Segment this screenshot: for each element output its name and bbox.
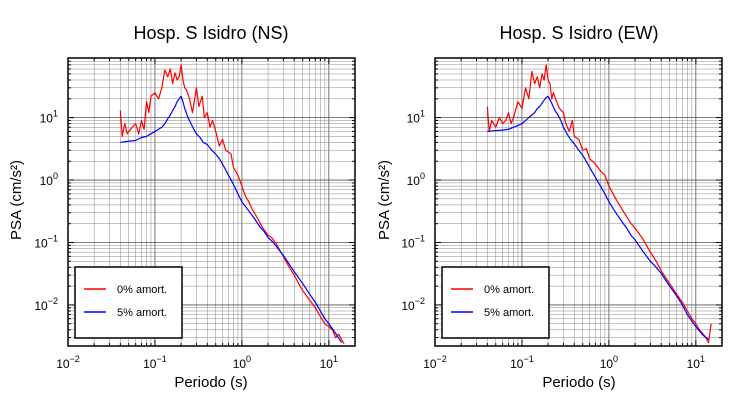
x-tick-label: 10−2 [56,354,80,371]
chart-panel-ew: Hosp. S Isidro (EW) 10−2 10−1 100 10110−210… [376,23,723,391]
chart-panel-ns: Hosp. S Isidro (NS) 10−2 10−1 100 10110−210… [8,23,356,391]
legend-label-0: 0% amort. [484,284,534,296]
x-tick-label: 100 [600,354,618,371]
x-tick-label: 101 [320,354,338,371]
legend-label-1: 5% amort. [484,307,534,319]
x-tick-label: 10−1 [510,354,534,371]
x-axis-label: Periodo (s) [174,374,247,391]
legend-box [74,266,183,339]
series-group [486,64,712,344]
x-tick-label: 100 [233,354,251,371]
x-tick-label: 10−2 [423,354,447,371]
y-tick-label: 10−1 [34,233,58,250]
x-axis-label: Periodo (s) [542,374,615,391]
y-tick-label: 101 [407,109,425,126]
y-axis-label: PSA (cm/s²) [8,160,25,240]
legend-label-1: 5% amort. [117,307,167,319]
series-group [119,64,345,344]
plot-frame [434,57,723,347]
legend-box [441,266,550,339]
x-tick-label: 10−1 [143,354,167,371]
y-tick-label: 10−2 [34,296,58,313]
x-tick-label: 101 [687,354,705,371]
y-tick-label: 10−1 [401,233,425,250]
series-line-0 [119,64,345,344]
y-tick-label: 10−2 [401,296,425,313]
legend: 0% amort. 5% amort. [441,266,550,339]
ticks: 10−2 10−1 100 101 10−2 10−1 100 101 [34,57,356,371]
y-tick-label: 100 [407,171,425,188]
y-tick-label: 100 [40,171,58,188]
y-tick-label: 101 [40,109,58,126]
chart-title: Hosp. S Isidro (NS) [133,23,288,43]
legend: 0% amort. 5% amort. [74,266,183,339]
series-line-0 [486,64,712,344]
plot-frame [67,57,356,347]
legend-label-0: 0% amort. [117,284,167,296]
ticks: 10−2 10−1 100 101 10−2 10−1 100 101 [401,57,723,371]
y-axis-label: PSA (cm/s²) [376,160,393,240]
series-line-1 [487,95,709,340]
series-line-1 [120,95,343,343]
chart-title: Hosp. S Isidro (EW) [499,23,658,43]
